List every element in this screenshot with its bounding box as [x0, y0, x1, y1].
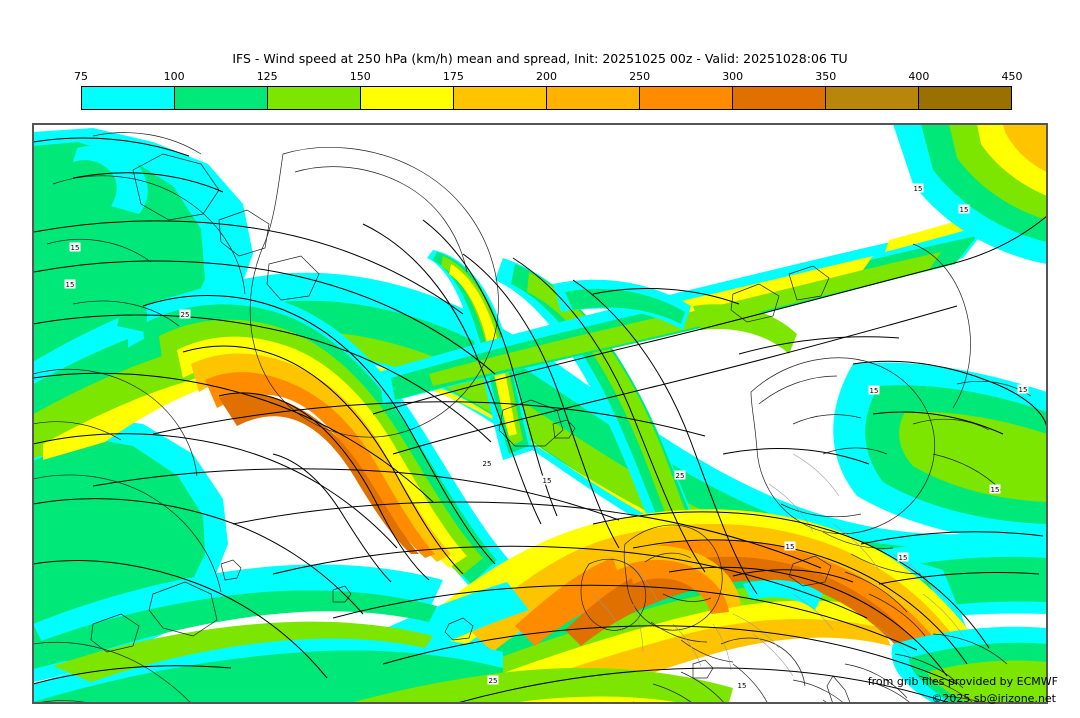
colorbar-segment	[640, 87, 733, 109]
contour-label: 15	[71, 244, 80, 252]
spread-contours	[33, 137, 1047, 703]
contour-label: 15	[899, 554, 908, 562]
colorbar-legend: 75 100 125 150 175 200 250 300 350 400 450	[74, 70, 1023, 110]
colorbar-segment	[454, 87, 547, 109]
contour-label: 15	[1019, 386, 1028, 394]
colorbar-segment	[361, 87, 454, 109]
contour-label-bg	[64, 279, 76, 289]
colorbar-segment	[547, 87, 640, 109]
contour-label-bg	[1017, 384, 1029, 394]
contour-label: 25	[181, 311, 190, 319]
contour-label: 15	[914, 185, 923, 193]
contour-label-bg	[868, 385, 880, 395]
colorbar-tick-label: 150	[349, 70, 371, 83]
contour-labels: 15 15 25 25 15 25 15 25 15 15 15 15 15 15 15	[64, 183, 1029, 690]
colorbar-tick-label: 125	[256, 70, 278, 83]
contour-label-bg	[541, 475, 553, 485]
contour-label-bg	[481, 458, 493, 468]
contour-label-bg	[179, 309, 191, 319]
colorbar-segment	[826, 87, 919, 109]
contour-label: 25	[489, 677, 498, 685]
colorbar-tick-label: 400	[908, 70, 930, 83]
colorbar-tick-label: 300	[722, 70, 744, 83]
colorbar-tick-label: 250	[629, 70, 651, 83]
contour-label: 15	[991, 486, 1000, 494]
colorbar-tick-label: 100	[163, 70, 185, 83]
credit-source: from grib files provided by ECMWF	[867, 675, 1058, 688]
colorbar-segment	[82, 87, 175, 109]
page-title: IFS - Wind speed at 250 hPa (km/h) mean …	[232, 51, 848, 66]
contour-label-bg	[736, 680, 748, 690]
contour-label-bg	[674, 470, 686, 480]
colorbar-tick-label: 350	[815, 70, 837, 83]
contour-label-bg	[69, 242, 81, 252]
contour-label-bg	[897, 552, 909, 562]
contour-label-bg	[784, 541, 796, 551]
colorbar-segment	[919, 87, 1011, 109]
contour-label-bg	[958, 204, 970, 214]
fill-band-group	[33, 124, 1047, 703]
colorbar-tick-label: 450	[1001, 70, 1023, 83]
map-canvas[interactable]: 15 15 25 25 15 25 15 25 15 15 15 15 15 15 15	[32, 123, 1048, 704]
contour-label: 15	[786, 543, 795, 551]
contour-label: 15	[738, 682, 747, 690]
contour-label: 25	[483, 460, 492, 468]
map-svg: 15 15 25 25 15 25 15 25 15 15 15 15 15 15 15	[33, 124, 1047, 703]
colorbar-tick-label: 175	[442, 70, 464, 83]
contour-label: 15	[870, 387, 879, 395]
colorbar-tick-labels: 75 100 125 150 175 200 250 300 350 400 450	[74, 70, 1023, 84]
colorbar-gradient	[81, 86, 1012, 110]
contour-label-bg	[487, 675, 499, 685]
contour-label: 15	[66, 281, 75, 289]
contour-label-bg	[989, 484, 1001, 494]
contour-label: 25	[676, 472, 685, 480]
contour-label-bg	[912, 183, 924, 193]
contour-label: 15	[543, 477, 552, 485]
colorbar-tick-label: 75	[74, 70, 88, 83]
colorbar-segment	[268, 87, 361, 109]
colorbar-segment	[733, 87, 826, 109]
colorbar-tick-label: 200	[536, 70, 557, 83]
colorbar-segment	[175, 87, 268, 109]
contour-label: 15	[960, 206, 969, 214]
credit-copyright: ©2025 sb@irizone.net	[931, 692, 1056, 705]
